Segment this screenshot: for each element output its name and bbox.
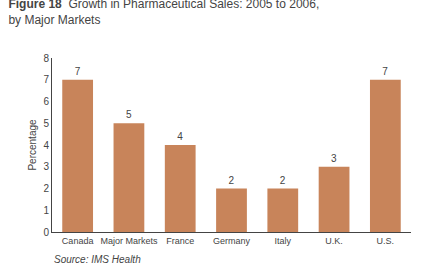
svg-text:6: 6 <box>43 96 49 107</box>
svg-text:2: 2 <box>229 175 235 186</box>
svg-text:France: France <box>166 236 194 246</box>
svg-text:5: 5 <box>126 109 132 120</box>
svg-text:U.K.: U.K. <box>325 236 343 246</box>
svg-text:2: 2 <box>280 175 286 186</box>
svg-text:Source: IMS Health: Source: IMS Health <box>54 254 141 265</box>
svg-text:7: 7 <box>75 66 81 77</box>
svg-text:4: 4 <box>43 140 49 151</box>
svg-text:Canada: Canada <box>62 236 94 246</box>
svg-text:3: 3 <box>43 161 49 172</box>
svg-text:0: 0 <box>43 227 49 238</box>
svg-text:1: 1 <box>43 205 49 216</box>
svg-text:Italy: Italy <box>275 236 292 246</box>
svg-text:3: 3 <box>331 153 337 164</box>
svg-text:8: 8 <box>43 53 49 64</box>
svg-text:5: 5 <box>43 118 49 129</box>
svg-text:Figure 18 Growth in Pharmaceu: Figure 18 Growth in Pharmaceutical Sales… <box>8 0 319 27</box>
svg-text:Major Markets: Major Markets <box>100 236 158 246</box>
svg-text:Germany: Germany <box>213 236 251 246</box>
svg-text:7: 7 <box>382 66 388 77</box>
svg-text:Percentage: Percentage <box>27 119 38 171</box>
svg-text:7: 7 <box>43 74 49 85</box>
svg-text:U.S.: U.S. <box>377 236 395 246</box>
svg-text:2: 2 <box>43 183 49 194</box>
svg-text:4: 4 <box>177 131 183 142</box>
